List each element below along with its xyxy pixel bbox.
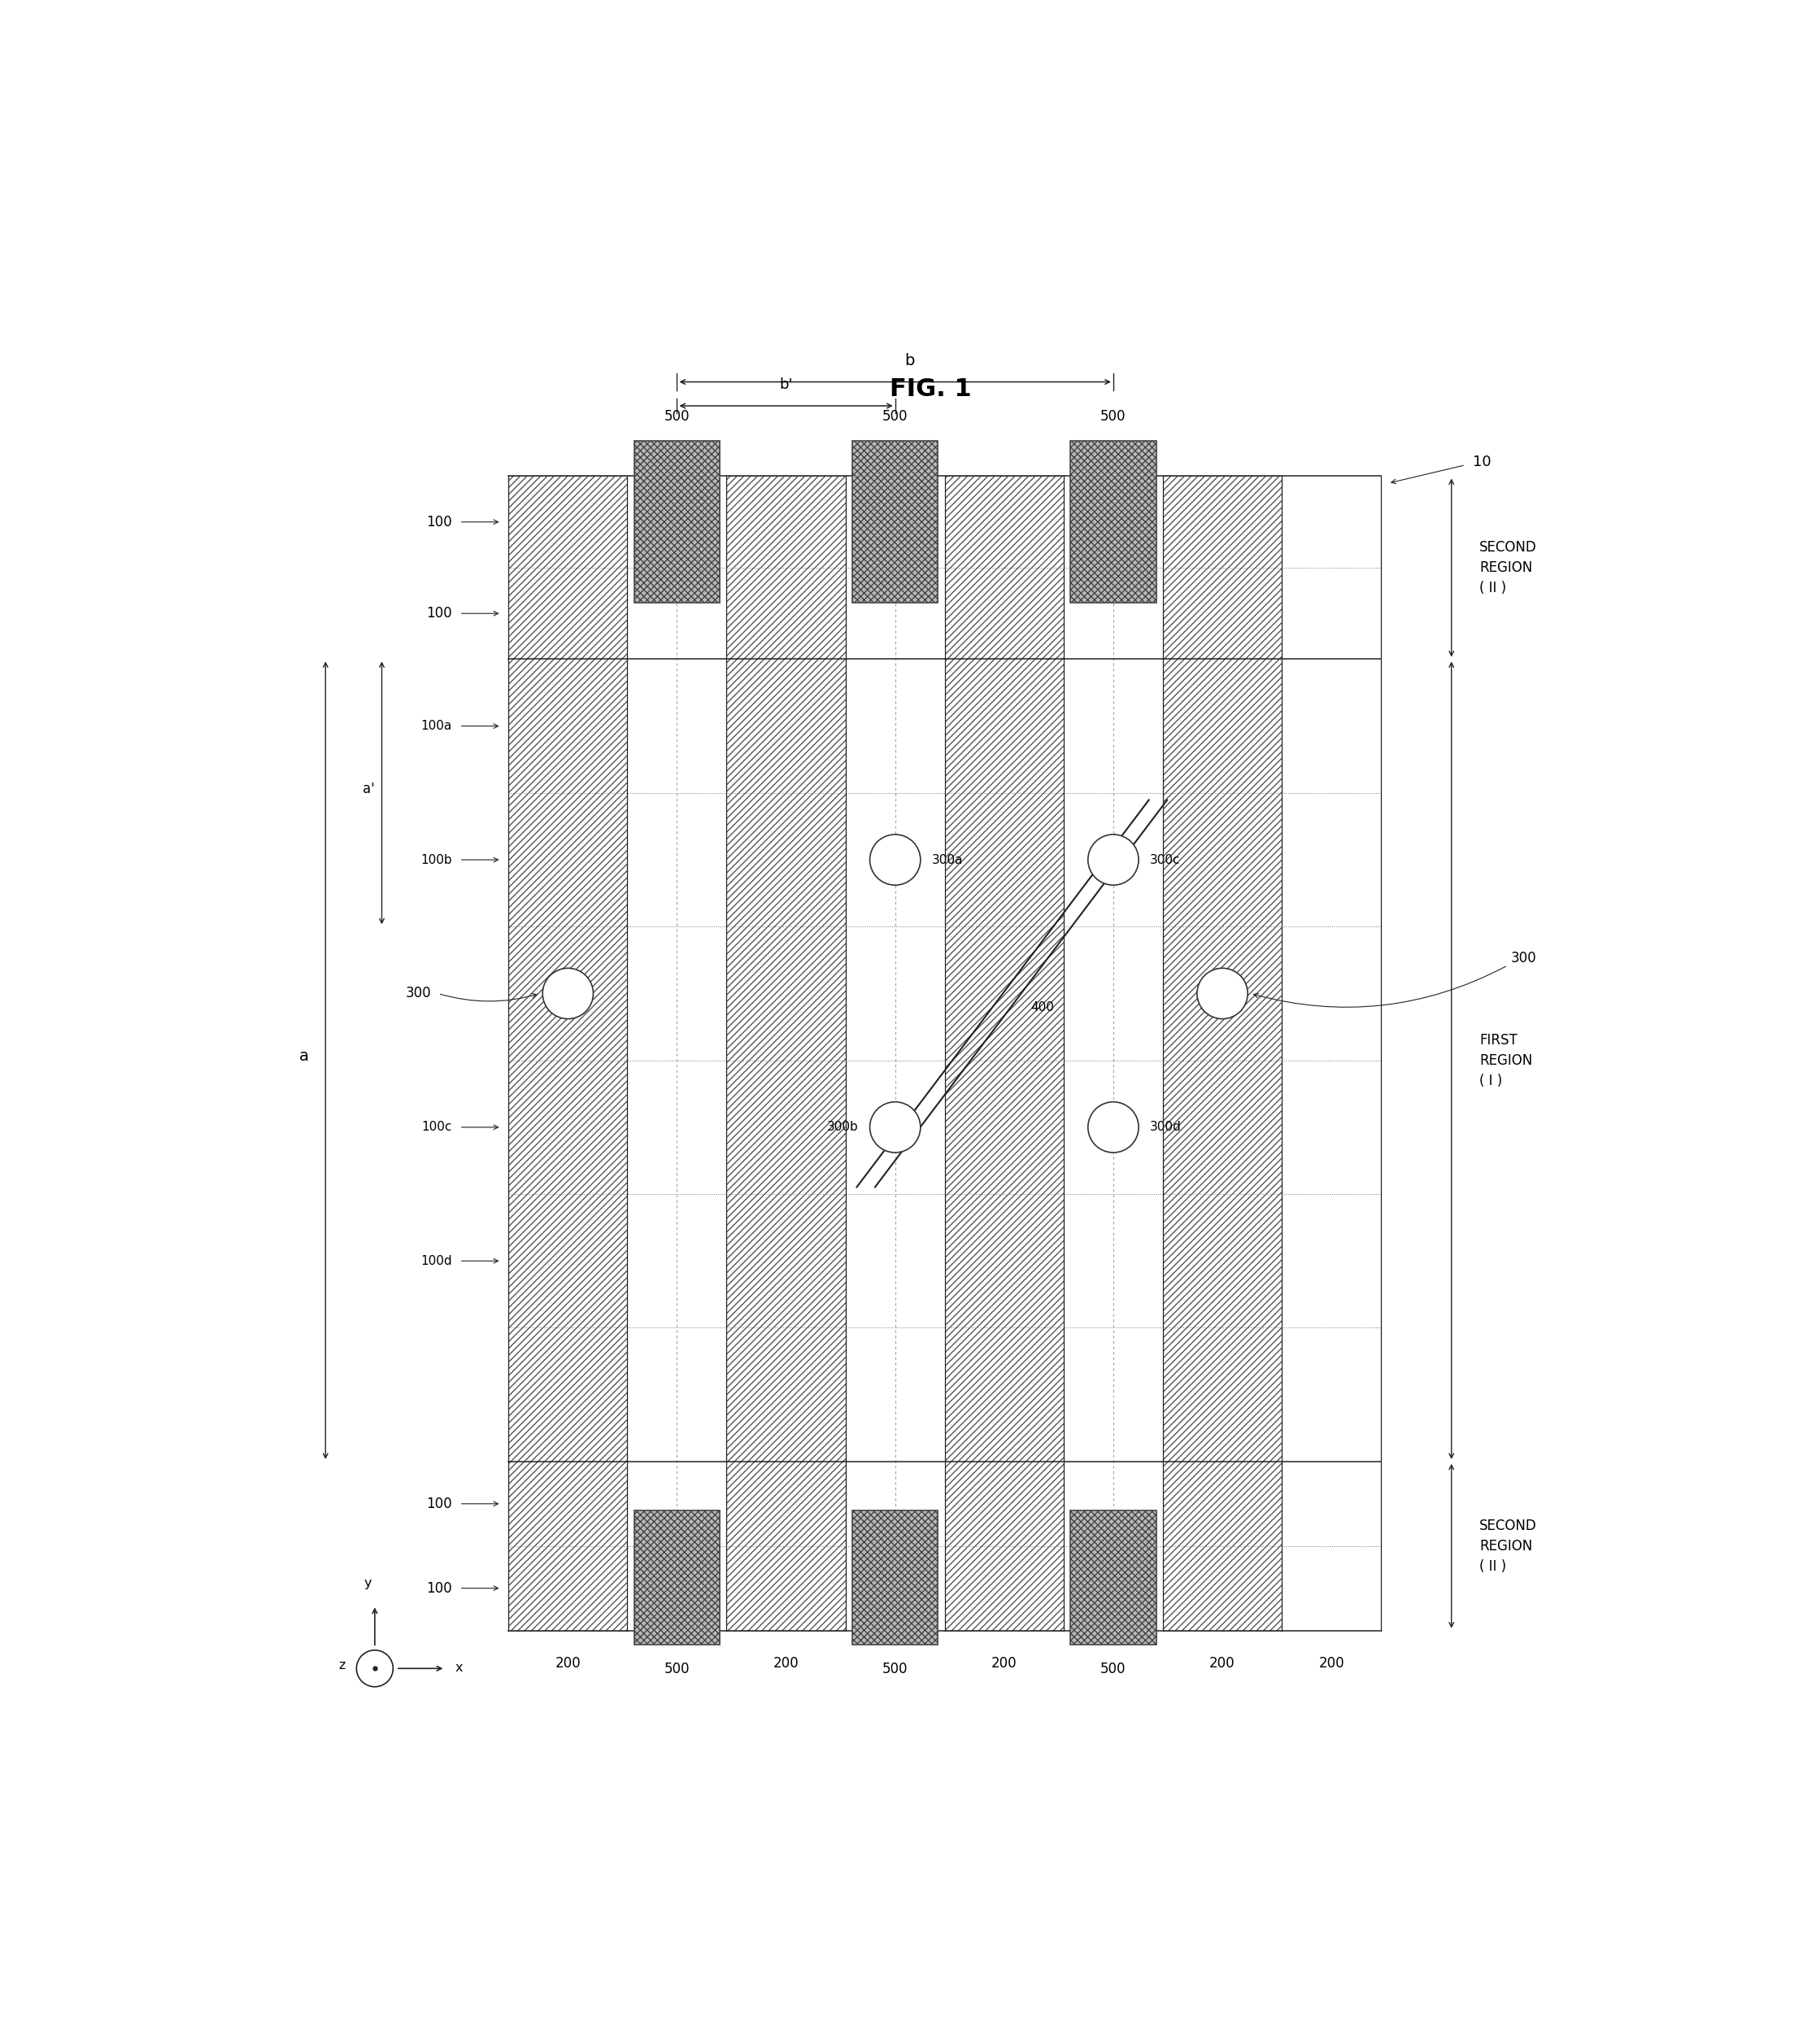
Bar	[1282, 476, 1380, 1631]
Bar	[1070, 442, 1157, 603]
Text: 200: 200	[1318, 1656, 1344, 1670]
Text: 500: 500	[883, 1662, 908, 1676]
Bar	[944, 476, 1064, 1631]
Text: 500: 500	[883, 409, 908, 425]
Text: a: a	[300, 1049, 309, 1063]
Circle shape	[870, 834, 921, 885]
Bar	[508, 476, 627, 1631]
Text: 500: 500	[665, 409, 690, 425]
Bar	[1064, 476, 1162, 1631]
Circle shape	[1197, 969, 1248, 1018]
Text: 100: 100	[427, 1496, 452, 1511]
Text: a': a'	[363, 781, 374, 797]
Text: 100b: 100b	[421, 854, 452, 867]
Bar	[634, 1511, 719, 1645]
Text: 100: 100	[427, 607, 452, 621]
Text: b: b	[904, 354, 913, 368]
Text: 400: 400	[1031, 1002, 1055, 1014]
Text: 300: 300	[405, 985, 430, 1002]
Text: 500: 500	[1100, 409, 1126, 425]
Text: 200: 200	[556, 1656, 581, 1670]
Text: 300: 300	[1511, 950, 1536, 965]
Text: 500: 500	[665, 1662, 690, 1676]
Bar	[634, 442, 719, 603]
Text: 300c: 300c	[1150, 854, 1180, 867]
Text: 300d: 300d	[1150, 1120, 1182, 1132]
Text: 100: 100	[427, 1580, 452, 1596]
Text: z: z	[338, 1660, 345, 1672]
Text: 100a: 100a	[421, 719, 452, 732]
Text: SECOND
REGION
( II ): SECOND REGION ( II )	[1480, 540, 1536, 595]
Circle shape	[870, 1102, 921, 1153]
Bar	[627, 476, 726, 1631]
Text: 200: 200	[992, 1656, 1017, 1670]
Bar	[852, 442, 937, 603]
Text: 10: 10	[1473, 456, 1491, 470]
Circle shape	[1088, 1102, 1139, 1153]
Text: SECOND
REGION
( II ): SECOND REGION ( II )	[1480, 1519, 1536, 1574]
Text: FIG. 1: FIG. 1	[890, 378, 972, 401]
Text: 100d: 100d	[421, 1255, 452, 1267]
Text: 100c: 100c	[421, 1120, 452, 1132]
Text: 300b: 300b	[826, 1120, 859, 1132]
Bar	[726, 476, 846, 1631]
Text: x: x	[456, 1662, 463, 1674]
Circle shape	[543, 969, 594, 1018]
Circle shape	[356, 1650, 392, 1686]
Text: y: y	[363, 1578, 372, 1590]
Text: 300a: 300a	[932, 854, 962, 867]
Text: FIRST
REGION
( I ): FIRST REGION ( I )	[1480, 1032, 1533, 1087]
Text: 500: 500	[1100, 1662, 1126, 1676]
Text: 200: 200	[774, 1656, 799, 1670]
Text: 200: 200	[1209, 1656, 1235, 1670]
Bar	[1070, 1511, 1157, 1645]
Bar	[1162, 476, 1282, 1631]
Text: b': b'	[779, 378, 794, 392]
Bar	[852, 1511, 937, 1645]
Text: 100: 100	[427, 515, 452, 529]
Circle shape	[1088, 834, 1139, 885]
Bar	[846, 476, 944, 1631]
